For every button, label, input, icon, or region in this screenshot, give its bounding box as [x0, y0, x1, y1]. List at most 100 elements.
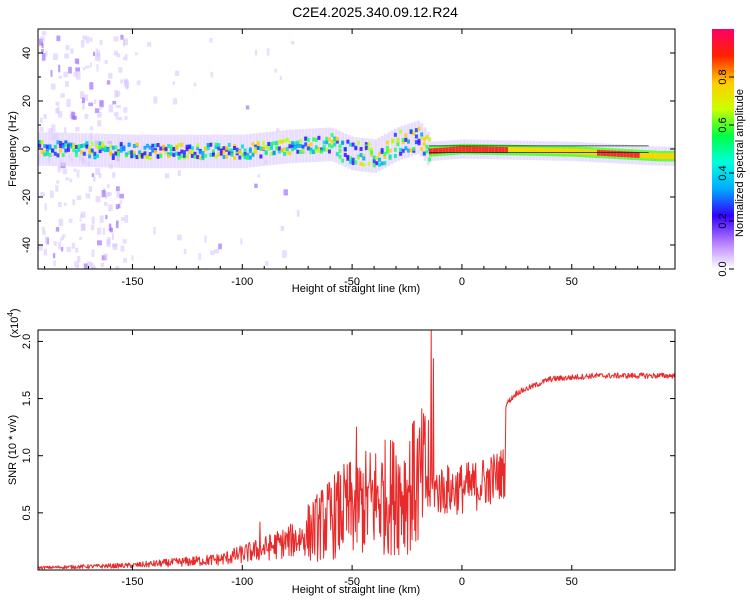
spec-noise-cell	[93, 99, 97, 105]
spec-core-cell	[217, 143, 221, 148]
spec-xtick-label: 50	[566, 276, 578, 288]
spec-core-cell	[296, 149, 300, 154]
spec-band-core	[567, 148, 571, 155]
spec-noise-cell	[97, 227, 102, 235]
spec-band-core	[544, 147, 548, 154]
spec-core-cell	[64, 140, 68, 145]
spec-core-cell	[420, 147, 424, 152]
spec-core-cell	[293, 141, 297, 146]
spec-halo-cell	[156, 134, 160, 169]
spec-noise-cell	[66, 98, 71, 107]
spec-core-cell	[259, 146, 263, 151]
spec-core-cell	[401, 140, 405, 145]
spec-noise-cell	[68, 66, 72, 74]
spec-core-cell	[256, 145, 260, 150]
spec-noise-cell	[103, 253, 108, 260]
spec-noise-cell	[90, 224, 95, 231]
spec-noise-cell	[123, 39, 126, 47]
spec-noise-cell	[69, 178, 73, 183]
spec-core-cell	[143, 154, 147, 159]
spec-core-cell	[222, 150, 226, 155]
spec-halo-cell	[206, 134, 210, 169]
spec-core-cell	[233, 143, 237, 148]
snr-frame	[37, 329, 676, 571]
spec-noise-cell	[62, 168, 68, 175]
spec-noise-cell	[174, 70, 180, 77]
spec-core-cell	[285, 137, 289, 142]
spec-xtick-label: -150	[121, 276, 143, 288]
spec-halo-cell	[113, 134, 117, 168]
spec-noise-cell	[116, 53, 121, 58]
spec-noise-cell	[63, 71, 69, 78]
snr-xtick-label: 50	[566, 576, 578, 588]
spec-core-cell	[43, 152, 47, 157]
spec-halo-cell	[347, 135, 351, 169]
spec-noise-cell	[97, 120, 102, 127]
spec-core-cell	[412, 131, 416, 136]
spec-core-cell	[362, 162, 366, 167]
spec-band-core	[620, 151, 624, 157]
spec-core-cell	[53, 151, 57, 156]
spec-noise-cell	[42, 230, 46, 235]
spec-band-core	[481, 146, 485, 153]
spec-core-cell	[256, 141, 260, 146]
spec-core-cell	[38, 140, 41, 145]
spec-noise-cell	[131, 255, 134, 261]
spec-noise-cell	[60, 93, 65, 98]
spec-noise-cell	[124, 79, 128, 85]
spec-noise-cell	[240, 238, 243, 245]
spec-core-cell	[246, 155, 250, 160]
spec-core-cell	[85, 144, 89, 149]
spec-core-cell	[380, 161, 384, 166]
spec-core-cell	[335, 152, 339, 157]
spec-core-cell	[48, 152, 52, 157]
spec-noise-cell	[75, 247, 79, 253]
spec-core-cell	[306, 137, 310, 142]
spec-band-core	[636, 152, 640, 158]
spec-noise-cell	[55, 180, 60, 184]
snr-ylabel: SNR (10 * v/v)	[7, 415, 19, 485]
spec-noise-cell	[55, 101, 60, 106]
spec-core-cell	[80, 143, 84, 148]
spec-noise-cell	[41, 226, 45, 231]
spec-noise-cell	[108, 223, 112, 232]
spec-core-cell	[153, 150, 157, 155]
spec-core-cell	[356, 155, 360, 160]
spec-halo-cell	[311, 128, 315, 163]
spec-band-core	[475, 146, 479, 153]
spec-core-cell	[306, 144, 310, 149]
spec-noise-cell	[41, 49, 44, 53]
spec-noise-cell	[210, 72, 214, 78]
spec-core-cell	[161, 144, 165, 149]
spec-noise-cell	[116, 191, 120, 198]
spec-noise-cell	[63, 202, 67, 206]
spec-core-cell	[428, 137, 432, 142]
spec-core-cell	[367, 161, 371, 166]
spec-band-core	[577, 148, 581, 155]
spec-noise-cell	[95, 48, 99, 55]
spec-band-core	[527, 147, 532, 154]
spec-core-cell	[211, 149, 215, 154]
spec-core-cell	[172, 152, 176, 157]
spec-core-cell	[204, 147, 208, 152]
spec-core-cell	[167, 154, 171, 159]
spec-band-core	[623, 151, 627, 158]
spec-core-cell	[317, 135, 321, 140]
spec-noise-cell	[73, 168, 77, 172]
spec-core-cell	[66, 147, 70, 152]
spec-core-cell	[335, 136, 339, 141]
spec-halo-cell	[410, 122, 414, 157]
spec-noise-cell	[279, 75, 282, 81]
spec-noise-cell	[60, 237, 63, 242]
spec-band-core	[531, 147, 535, 154]
spec-noise-cell	[91, 216, 95, 225]
spec-core-cell	[322, 145, 326, 150]
spec-noise-cell	[119, 200, 123, 204]
spec-noise-cell	[122, 239, 127, 244]
spec-core-cell	[269, 145, 273, 150]
spec-core-cell	[185, 144, 189, 149]
spec-noise-cell	[75, 127, 80, 132]
spec-noise-cell	[120, 34, 124, 40]
spec-core-cell	[201, 150, 205, 155]
spec-halo-cell	[61, 132, 65, 167]
